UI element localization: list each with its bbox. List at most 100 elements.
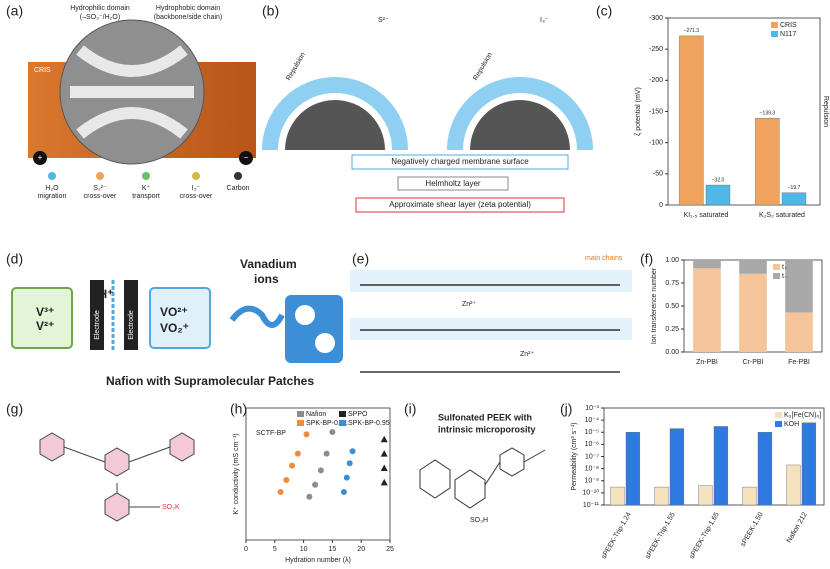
pore (315, 333, 335, 353)
y-tick-label: -200 (649, 77, 663, 84)
legend-label: K⁺ (142, 185, 151, 192)
legend-label: H₂O (45, 185, 59, 192)
legend-label: KOH (784, 421, 799, 428)
x-tick-label: Nafion 212 (786, 511, 809, 544)
x-tick-label: Cr-PBI (743, 359, 764, 366)
y-tick-label: 10⁻¹⁰ (582, 489, 599, 497)
point (380, 464, 388, 471)
plot-frame (245, 407, 391, 541)
legend-swatch (771, 31, 778, 37)
label: Helmholtz layer (425, 179, 480, 188)
x-tick-label: 20 (357, 546, 365, 553)
box (351, 154, 569, 170)
bar-segment (785, 312, 813, 352)
label: Sulfonated PEEK with (438, 412, 532, 422)
label: main chains (585, 255, 623, 262)
legend-label: Nafion (306, 411, 326, 418)
bar (610, 486, 625, 506)
channel (70, 45, 194, 139)
label: ions (254, 272, 279, 286)
value-label: −139.3 (760, 110, 776, 116)
bond (63, 446, 171, 508)
legend-label: cross-over (84, 193, 117, 200)
panel-i: (i) Sulfonated PEEK with intrinsic micro… (404, 401, 546, 524)
bond (484, 449, 546, 486)
point (329, 429, 336, 435)
icon (234, 172, 242, 180)
legend-swatch (775, 421, 782, 427)
bar (713, 426, 729, 506)
label: SO₃K (162, 504, 180, 511)
legend-label: cross-over (180, 193, 213, 200)
legend-label: SPK-BP-0.61 (306, 420, 348, 427)
bar (669, 428, 685, 506)
band (350, 270, 632, 292)
point (303, 431, 310, 438)
bar-segment (785, 260, 813, 313)
legend-swatch (773, 273, 780, 279)
layer (447, 77, 593, 151)
bar (742, 486, 757, 506)
y-label: K⁺ conductivity (mS cm⁻¹) (233, 433, 240, 514)
ring (39, 432, 195, 522)
point (312, 481, 319, 488)
point (323, 450, 330, 457)
point (340, 489, 347, 495)
tank (11, 287, 73, 349)
label: VO₂⁺ (160, 321, 189, 335)
label: H⁺ (99, 287, 114, 301)
label: Electrode (94, 310, 101, 340)
layer (262, 77, 408, 151)
x-tick-label: sPEEK-Trip-1.65 (689, 511, 721, 560)
point (277, 489, 284, 495)
legend-label: SPK-BP-0.95 (348, 420, 390, 427)
bar (654, 486, 669, 506)
legend-swatch (771, 22, 778, 28)
electrode (124, 280, 138, 350)
zoom (285, 295, 343, 363)
x-tick-label: sPEEK-1.50 (740, 511, 765, 548)
legend-label: SPPO (348, 411, 368, 418)
pore (295, 305, 315, 325)
label: SO₃H (470, 517, 488, 524)
label: V²⁺ (36, 319, 54, 333)
label: Repulsion (285, 51, 307, 82)
y-tick-label: -300 (649, 15, 663, 22)
point (380, 478, 388, 486)
point (283, 477, 290, 483)
panel-label: (g) (6, 401, 23, 417)
panel-label: (b) (262, 3, 279, 19)
bar-segment (739, 260, 767, 274)
y-tick-label: 0.50 (665, 303, 679, 310)
particle (285, 100, 385, 150)
legend-swatch (339, 420, 346, 426)
tank (149, 287, 211, 349)
x-tick-label: 25 (386, 546, 394, 553)
chain (360, 284, 620, 373)
bar-segment (693, 268, 721, 352)
legend-swatch (297, 411, 304, 417)
point (306, 493, 313, 500)
bar-segment (739, 273, 767, 352)
label: Approximate shear layer (zeta potential) (389, 200, 531, 209)
legend-label: t₋ (782, 273, 788, 280)
value-label: −271.3 (684, 28, 700, 34)
x-tick-label: 5 (273, 546, 277, 553)
panel-g: (g) SO₃K (6, 401, 195, 522)
point (349, 448, 356, 455)
legend-label: K₃[Fe(CN)₆] (784, 412, 821, 419)
label: Negatively charged membrane surface (391, 157, 529, 166)
legend-label: CRIS (780, 22, 797, 29)
legend-swatch (297, 420, 304, 426)
band (350, 318, 632, 340)
label: CRIS (34, 67, 51, 74)
legend-swatch (773, 264, 780, 270)
y-tick-label: 0.75 (665, 280, 679, 287)
x-tick-label: K₂S₂ saturated (759, 212, 805, 219)
y-label: ζ potential (mV) (635, 87, 642, 136)
label: Hydrophilic domain (70, 5, 130, 12)
y-tick-label: 0.00 (665, 349, 679, 356)
x-tick-label: sPEEK-Trip-1.55 (645, 511, 677, 560)
